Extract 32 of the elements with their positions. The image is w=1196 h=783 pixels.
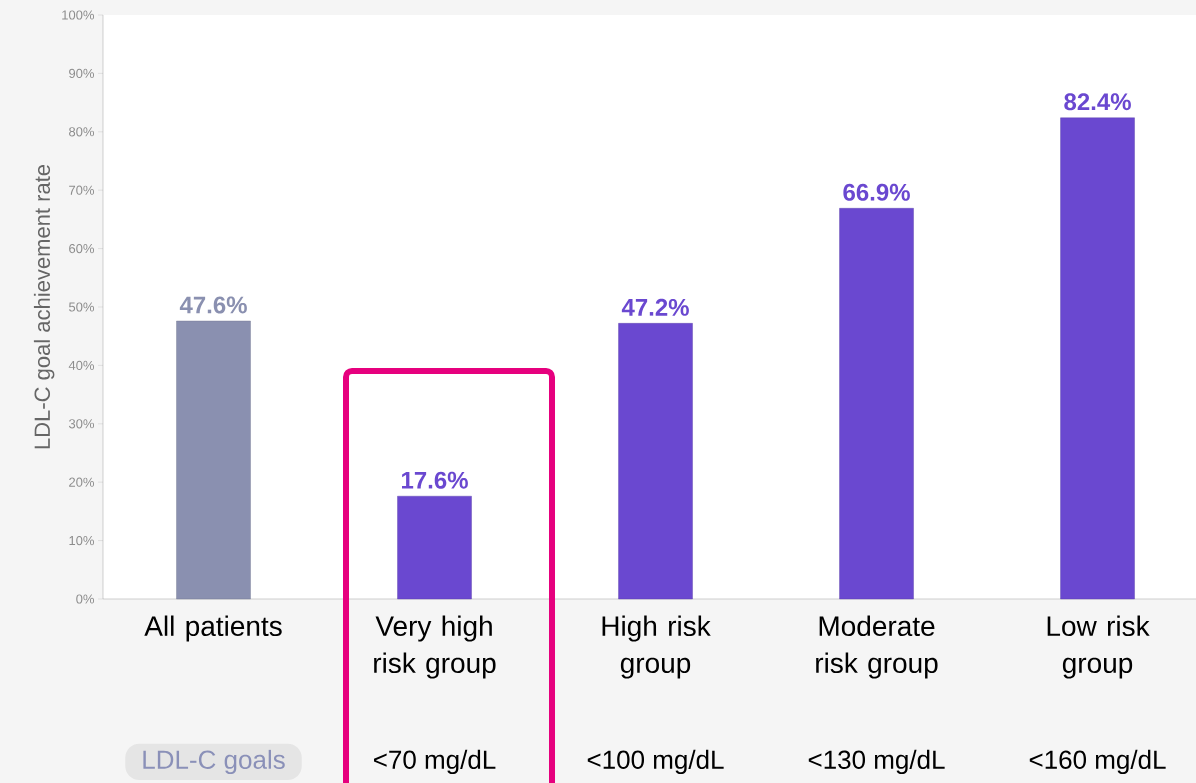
data-label: 17.6%	[402, 471, 468, 489]
x-tick-label: Moderate risk group	[816, 615, 938, 679]
y-tick-label: 0%	[76, 594, 95, 604]
y-axis-title: LDL-C goal achievement rate	[33, 164, 55, 449]
x-tick-label: Low risk group	[1047, 615, 1150, 679]
data-label: 66.9%	[843, 183, 910, 201]
y-tick-label: 10%	[69, 535, 95, 546]
text: <70 mg/dL	[374, 749, 496, 775]
bar	[618, 323, 693, 600]
data-label: 82.4%	[1064, 93, 1131, 111]
x-tick-label: Very high risk group	[374, 615, 496, 679]
y-tick-label: 60%	[69, 243, 95, 254]
y-tick-label: 80%	[69, 127, 95, 137]
y-tick-label: 90%	[69, 68, 95, 78]
y-tick-label: 30%	[68, 419, 95, 429]
y-tick-label: 50%	[68, 302, 95, 312]
bar	[397, 496, 472, 600]
y-tick-label: 100%	[62, 10, 95, 20]
text: <160 mg/dL	[1029, 749, 1166, 775]
bar	[839, 208, 914, 600]
x-tick-label: High risk group	[602, 615, 711, 679]
text: <100 mg/dL	[587, 749, 724, 775]
data-label: 47.2%	[621, 298, 689, 316]
y-tick-label: 70%	[69, 185, 95, 195]
y-tick-label: 40%	[68, 360, 95, 370]
text: <130 mg/dL	[808, 749, 945, 775]
data-label: 47.6%	[179, 296, 247, 314]
y-tick-label: 20%	[69, 477, 95, 487]
x-tick-label: All patients	[144, 615, 282, 642]
bar	[176, 320, 251, 600]
text: LDL-C goals	[143, 749, 285, 775]
bar	[1060, 117, 1135, 600]
